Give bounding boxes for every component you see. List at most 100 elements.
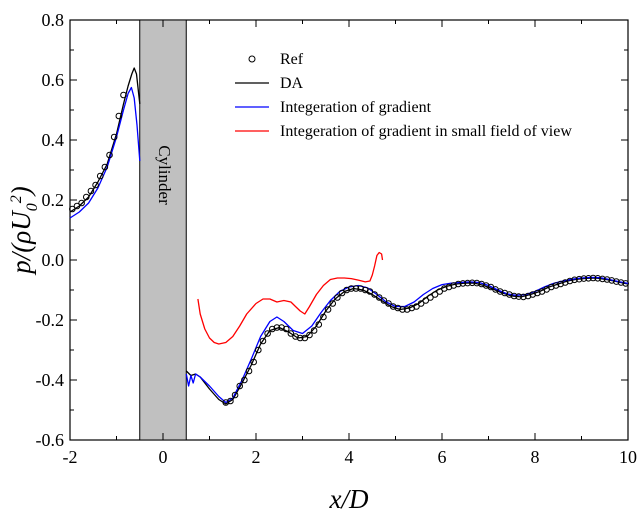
cylinder-label: Cylinder: [155, 145, 174, 205]
x-axis-ticks: -2 0 2 4 6 8 10: [63, 20, 637, 467]
ref-marker: [422, 297, 430, 304]
ref-marker: [380, 297, 388, 304]
ref-marker: [338, 289, 346, 297]
legend-label: Integeration of gradient in small field …: [280, 123, 572, 140]
ref-marker: [403, 306, 411, 313]
ref-marker: [101, 163, 109, 171]
ref-marker: [231, 391, 239, 399]
ref-marker: [222, 399, 230, 406]
ref-marker: [468, 279, 476, 287]
ref-marker: [478, 280, 485, 288]
ref-marker: [245, 367, 253, 375]
svg-text:p/(ρU02): p/(ρU02): [6, 186, 41, 275]
ref-marker: [96, 172, 104, 180]
ref-marker: [324, 306, 332, 313]
ref-marker: [413, 303, 420, 310]
ref-marker: [375, 294, 383, 301]
ref-marker: [273, 324, 281, 331]
ref-marker: [301, 334, 309, 342]
series-line: [69, 67, 141, 213]
ref-marker: [82, 193, 90, 201]
ref-marker: [310, 327, 318, 334]
ref-marker: [571, 276, 578, 284]
y-tick-label: 0.0: [42, 250, 65, 270]
x-tick-label: 4: [345, 447, 354, 467]
ref-marker: [115, 112, 123, 120]
ref-marker: [557, 280, 564, 288]
legend-label: Integeration of gradient: [280, 99, 432, 116]
ref-marker: [241, 376, 248, 384]
ref-marker: [603, 276, 611, 283]
ref-marker: [287, 330, 295, 337]
ref-marker: [236, 382, 244, 390]
ref-marker: [552, 282, 560, 289]
ref-marker: [306, 331, 313, 339]
ref-marker: [547, 283, 555, 291]
x-tick-label: 8: [531, 447, 540, 467]
ref-marker: [441, 285, 448, 292]
ref-marker: [450, 282, 457, 289]
y-tick-label: -0.6: [36, 430, 65, 450]
ref-marker: [227, 397, 234, 405]
ref-marker: [561, 279, 569, 286]
ref-marker: [445, 283, 453, 291]
ref-marker: [87, 187, 95, 195]
ref-marker: [264, 330, 271, 337]
ref-marker: [464, 279, 471, 287]
ref-marker: [580, 275, 588, 282]
ref-marker: [589, 274, 597, 282]
ref-marker: [608, 277, 616, 284]
ref-marker: [585, 275, 592, 282]
y-axis-ticks: -0.6 -0.4 -0.2 0.0 0.2 0.4 0.6 0.8: [36, 10, 628, 450]
ref-marker: [315, 321, 323, 328]
ref-marker: [282, 325, 290, 333]
ref-marker: [268, 325, 276, 333]
ref-marker: [617, 279, 625, 286]
ref-marker: [361, 286, 369, 294]
x-tick-label: 6: [438, 447, 447, 467]
ref-marker: [622, 280, 629, 287]
ref-marker: [599, 275, 606, 283]
y-tick-label: 0.2: [42, 190, 65, 210]
x-tick-label: 2: [252, 447, 261, 467]
ref-marker: [427, 294, 434, 301]
ref-marker: [510, 292, 518, 300]
ref-marker: [594, 275, 602, 282]
y-tick-label: 0.4: [42, 130, 65, 150]
x-tick-label: 10: [619, 447, 637, 467]
ref-marker: [613, 278, 620, 285]
ref-marker: [520, 293, 527, 301]
ref-marker: [348, 285, 355, 292]
ref-marker: [292, 333, 299, 340]
ref-marker: [575, 275, 583, 283]
ref-marker: [69, 205, 76, 213]
ref-marker: [482, 282, 490, 289]
y-tick-label: -0.2: [36, 310, 65, 330]
ref-marker: [417, 300, 425, 307]
ref-marker: [343, 286, 350, 294]
y-axis-title: p/(ρU02): [6, 186, 41, 275]
legend-marker-ref: [248, 55, 256, 63]
ref-marker: [78, 199, 85, 207]
ref-marker: [73, 202, 81, 210]
ref-marker: [473, 279, 481, 287]
series-line: [197, 251, 384, 345]
ref-marker: [454, 280, 462, 288]
ref-marker: [92, 181, 99, 189]
ref-marker: [408, 304, 416, 312]
ref-marker: [524, 292, 532, 300]
ref-marker: [506, 291, 513, 298]
ref-marker: [334, 294, 341, 301]
y-tick-label: -0.4: [36, 370, 65, 390]
x-axis-title: x/D: [329, 484, 369, 514]
legend: Ref DA Integeration of gradient Integeratio…: [235, 51, 572, 140]
ref-marker: [399, 306, 406, 313]
ref-marker: [371, 291, 378, 298]
y-tick-label: 0.8: [42, 10, 65, 30]
ref-marker: [459, 280, 467, 287]
series-line: [185, 276, 629, 404]
cylinder-region: [139, 19, 187, 441]
legend-label: DA: [280, 75, 304, 92]
ref-marker: [278, 324, 285, 331]
